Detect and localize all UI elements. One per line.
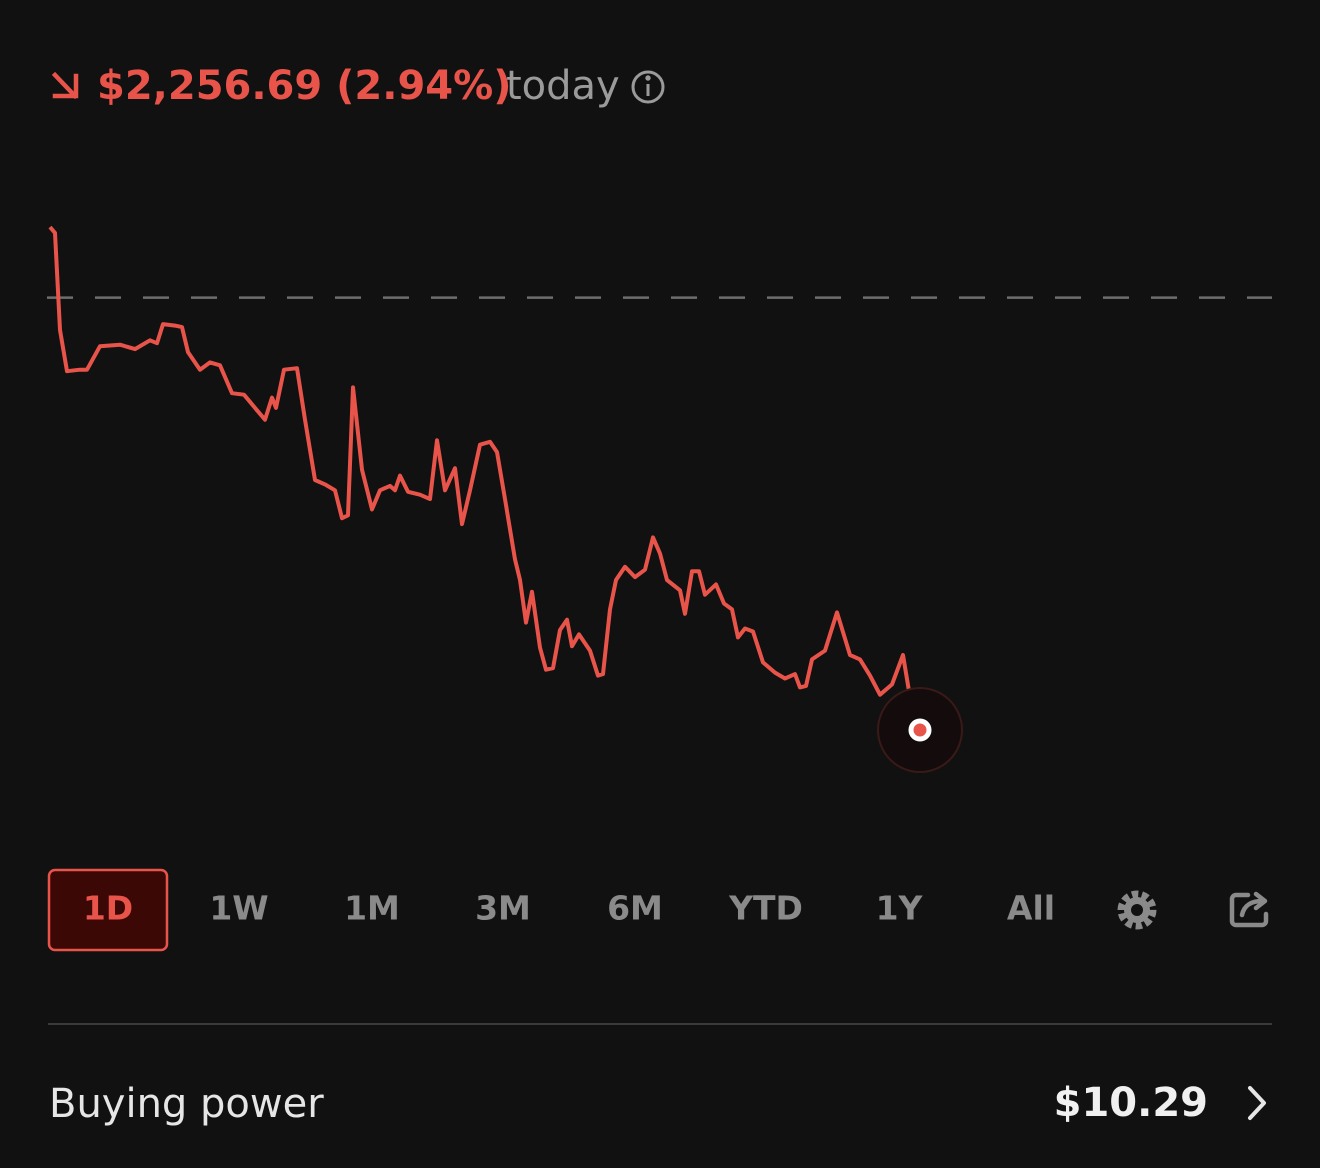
selected-range-box[interactable] [47, 868, 169, 952]
chevron[interactable] [1248, 1086, 1266, 1120]
range-tab[interactable]: 1W [209, 889, 268, 928]
range-tabs: 1D 1W 1M 3M 6M YTD 1Y All [83, 889, 1055, 928]
buying-power-label[interactable]: Buying power [49, 1081, 324, 1127]
range-tab[interactable]: 1M [344, 889, 400, 928]
range-tab[interactable]: 1D [83, 889, 133, 928]
live-dot [908, 718, 932, 742]
range-tab[interactable]: YTD [728, 889, 803, 928]
buying-power-value[interactable]: $10.29 [1054, 1080, 1208, 1126]
share-icon[interactable] [1229, 891, 1269, 928]
change-arrow [51, 71, 79, 100]
range-tab[interactable]: 6M [607, 889, 663, 928]
price-line [48, 225, 922, 731]
range-tab[interactable]: 1Y [876, 889, 924, 928]
settings-icon[interactable] [1117, 890, 1157, 930]
change-amount: $2,256.69 (2.94%) [97, 63, 511, 109]
range-tab[interactable]: 3M [475, 889, 531, 928]
info-icon[interactable] [631, 70, 665, 104]
range-tab[interactable]: All [1007, 889, 1055, 928]
change-period: today [506, 63, 620, 109]
